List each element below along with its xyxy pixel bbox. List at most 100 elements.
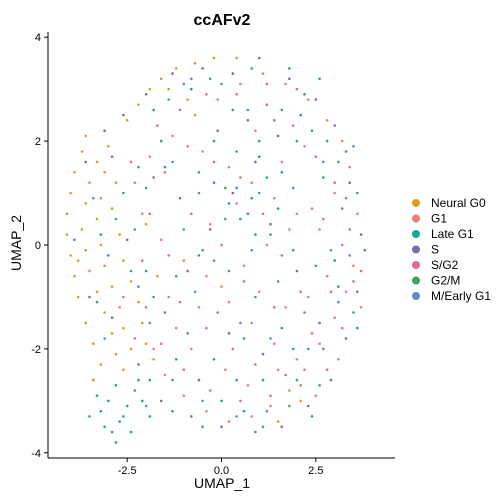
point-series-2: [356, 326, 359, 330]
point-series-4: [208, 389, 212, 392]
point-series-2: [261, 425, 265, 429]
point-series-0: [118, 306, 121, 309]
point-series-6: [235, 415, 238, 418]
point-series-5: [269, 233, 272, 236]
point-series-2: [333, 259, 337, 262]
point-series-2: [190, 87, 193, 91]
point-series-4: [242, 280, 246, 283]
point-series-1: [148, 155, 152, 158]
point-series-0: [84, 248, 87, 252]
point-series-4: [220, 243, 223, 247]
point-series-6: [265, 409, 269, 413]
point-series-0: [114, 352, 118, 356]
point-series-5: [212, 139, 216, 143]
point-series-1: [227, 300, 231, 304]
point-series-6: [171, 160, 174, 164]
point-series-1: [265, 243, 269, 247]
point-series-5: [152, 295, 155, 299]
point-series-1: [201, 150, 204, 153]
point-series-6: [250, 248, 253, 252]
point-series-2: [212, 181, 216, 184]
point-series-6: [352, 145, 355, 148]
point-series-1: [133, 181, 137, 184]
point-series-3: [84, 160, 87, 164]
legend-key: [412, 276, 420, 285]
point-series-3: [276, 134, 280, 138]
point-series-1: [269, 404, 272, 408]
point-series-2: [125, 404, 129, 408]
point-series-4: [182, 368, 186, 372]
point-series-6: [167, 98, 170, 101]
point-series-3: [152, 176, 155, 179]
point-series-0: [92, 378, 95, 382]
point-series-0: [103, 264, 106, 268]
point-series-4: [178, 108, 182, 112]
point-series-4: [159, 342, 163, 346]
point-series-1: [152, 347, 155, 351]
point-series-6: [171, 378, 174, 382]
point-series-0: [88, 181, 91, 184]
point-series-0: [84, 321, 87, 325]
point-series-0: [103, 171, 106, 174]
point-series-4: [186, 145, 189, 148]
point-series-2: [231, 108, 235, 112]
point-series-3: [88, 295, 91, 299]
point-series-3: [201, 67, 204, 70]
point-series-2: [235, 186, 238, 190]
point-series-1: [276, 368, 280, 372]
point-series-0: [84, 202, 87, 205]
point-series-4: [261, 212, 265, 216]
point-series-5: [325, 139, 329, 143]
point-series-2: [310, 415, 314, 418]
point-series-3: [231, 72, 235, 75]
point-series-1: [314, 394, 318, 398]
y-tick-label: -2: [31, 344, 41, 356]
point-series-0: [114, 181, 118, 184]
point-series-3: [318, 321, 321, 325]
point-series-5: [235, 378, 238, 382]
point-series-2: [88, 415, 91, 418]
point-series-1: [208, 222, 212, 226]
point-series-6: [257, 191, 261, 195]
point-series-6: [190, 77, 193, 81]
point-series-4: [329, 290, 333, 294]
point-series-2: [291, 347, 295, 351]
point-series-5: [159, 139, 163, 143]
legend-key: [412, 292, 420, 300]
point-series-3: [227, 332, 231, 335]
point-series-1: [340, 139, 344, 143]
point-series-0: [88, 269, 91, 273]
point-series-5: [107, 254, 110, 257]
point-series-3: [144, 93, 148, 96]
point-series-0: [118, 233, 121, 236]
point-series-0: [95, 290, 99, 294]
point-series-2: [107, 399, 110, 403]
point-series-6: [197, 191, 201, 195]
point-series-4: [178, 300, 182, 304]
point-series-2: [250, 196, 253, 200]
point-series-3: [299, 113, 303, 117]
x-tick-label: 2.5: [308, 465, 323, 477]
point-series-0: [95, 160, 99, 164]
point-series-3: [246, 119, 250, 122]
legend-key: [412, 245, 420, 254]
point-series-5: [186, 332, 189, 335]
point-layer: [65, 56, 367, 444]
point-series-4: [340, 326, 344, 330]
point-series-1: [307, 295, 310, 299]
point-series-5: [280, 326, 284, 330]
point-series-3: [137, 363, 140, 366]
point-series-2: [303, 93, 306, 96]
point-series-2: [280, 171, 284, 174]
point-series-3: [254, 160, 257, 164]
legend-key: [412, 261, 420, 269]
point-series-6: [340, 207, 344, 210]
point-series-2: [95, 394, 99, 398]
point-series-6: [276, 280, 280, 283]
point-series-0: [99, 196, 103, 200]
point-series-4: [239, 399, 242, 403]
legend-label: M/Early G1: [431, 289, 491, 303]
point-series-6: [246, 108, 250, 112]
x-tick-label: -2.5: [118, 465, 137, 477]
